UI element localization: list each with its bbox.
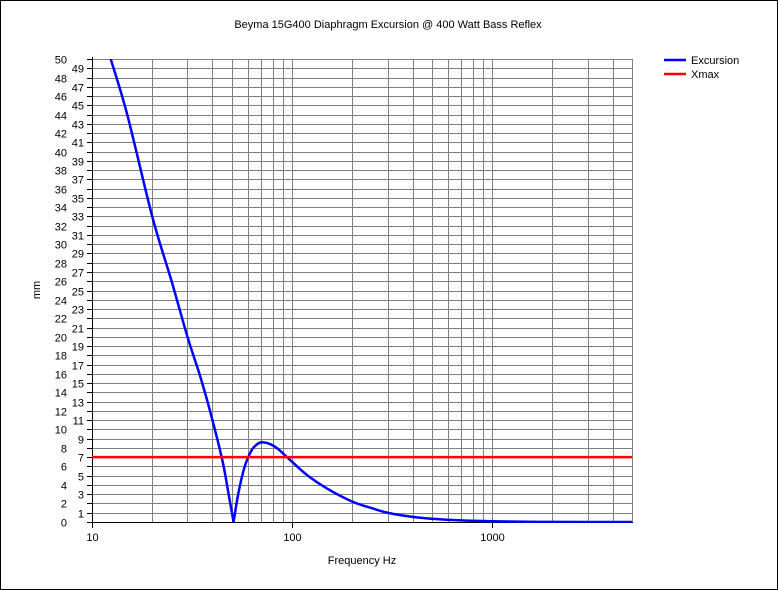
y-tick-label: 12 — [55, 407, 67, 419]
y-tick-label: 9 — [78, 435, 84, 447]
y-tick-label: 43 — [72, 120, 84, 132]
series-line-excursion — [109, 59, 632, 523]
y-tick-label: 29 — [72, 249, 84, 261]
y-tick-label: 24 — [55, 296, 67, 308]
y-tick-label: 42 — [55, 129, 67, 141]
y-tick-label: 0 — [61, 518, 67, 530]
y-tick-label: 5 — [78, 472, 84, 484]
y-tick-label: 8 — [61, 444, 67, 456]
y-tick-label: 45 — [72, 101, 84, 113]
y-tick-label: 3 — [78, 490, 84, 502]
y-tick-label: 18 — [55, 351, 67, 363]
y-tick-label: 7 — [78, 453, 84, 465]
y-tick-label: 20 — [55, 333, 67, 345]
y-tick-label: 41 — [72, 138, 84, 150]
y-tick-label: 10 — [55, 425, 67, 437]
y-tick-label: 21 — [72, 324, 84, 336]
y-tick-label: 49 — [72, 64, 84, 76]
y-tick-label: 47 — [72, 83, 84, 95]
y-tick-label: 1 — [78, 509, 84, 521]
y-tick-label: 23 — [72, 305, 84, 317]
y-tick-label: 40 — [55, 148, 67, 160]
series-group — [92, 59, 632, 523]
y-tick-label: 34 — [55, 203, 67, 215]
y-tick-label: 16 — [55, 370, 67, 382]
y-tick-label: 26 — [55, 277, 67, 289]
x-axis-label: Frequency Hz — [328, 555, 396, 567]
y-tick-label: 36 — [55, 185, 67, 197]
y-tick-label: 44 — [55, 111, 67, 123]
x-tick-label: 10 — [86, 532, 98, 544]
y-tick-label: 35 — [72, 194, 84, 206]
y-tick-label: 31 — [72, 231, 84, 243]
x-tick-label: 1000 — [480, 532, 504, 544]
y-tick-label: 46 — [55, 92, 67, 104]
y-tick-label: 33 — [72, 212, 84, 224]
chart-title: Beyma 15G400 Diaphragm Excursion @ 400 W… — [234, 19, 542, 31]
legend-label-excursion: Excursion — [691, 55, 739, 67]
y-tick-label: 38 — [55, 166, 67, 178]
y-tick-label: 13 — [72, 398, 84, 410]
y-tick-label: 19 — [72, 342, 84, 354]
y-tick-label: 14 — [55, 388, 67, 400]
y-tick-label: 22 — [55, 314, 67, 326]
y-tick-label: 17 — [72, 361, 84, 373]
y-tick-label: 30 — [55, 240, 67, 252]
y-tick-label: 28 — [55, 259, 67, 271]
y-tick-label: 4 — [61, 481, 67, 493]
y-tick-label: 25 — [72, 287, 84, 299]
axes: 0123456789101112131415161718192021222324… — [55, 55, 633, 544]
x-tick-label: 100 — [283, 532, 301, 544]
y-tick-label: 15 — [72, 379, 84, 391]
y-tick-label: 37 — [72, 175, 84, 187]
y-tick-label: 6 — [61, 462, 67, 474]
y-tick-label: 39 — [72, 157, 84, 169]
y-tick-label: 32 — [55, 222, 67, 234]
legend: Excursion Xmax — [664, 55, 739, 81]
y-tick-label: 11 — [73, 416, 84, 428]
y-axis-label: mm — [31, 281, 43, 299]
y-tick-label: 2 — [61, 499, 67, 511]
y-tick-label: 27 — [72, 268, 84, 280]
y-tick-label: 48 — [55, 74, 67, 86]
legend-label-xmax: Xmax — [691, 69, 720, 81]
y-tick-label: 50 — [55, 55, 67, 67]
